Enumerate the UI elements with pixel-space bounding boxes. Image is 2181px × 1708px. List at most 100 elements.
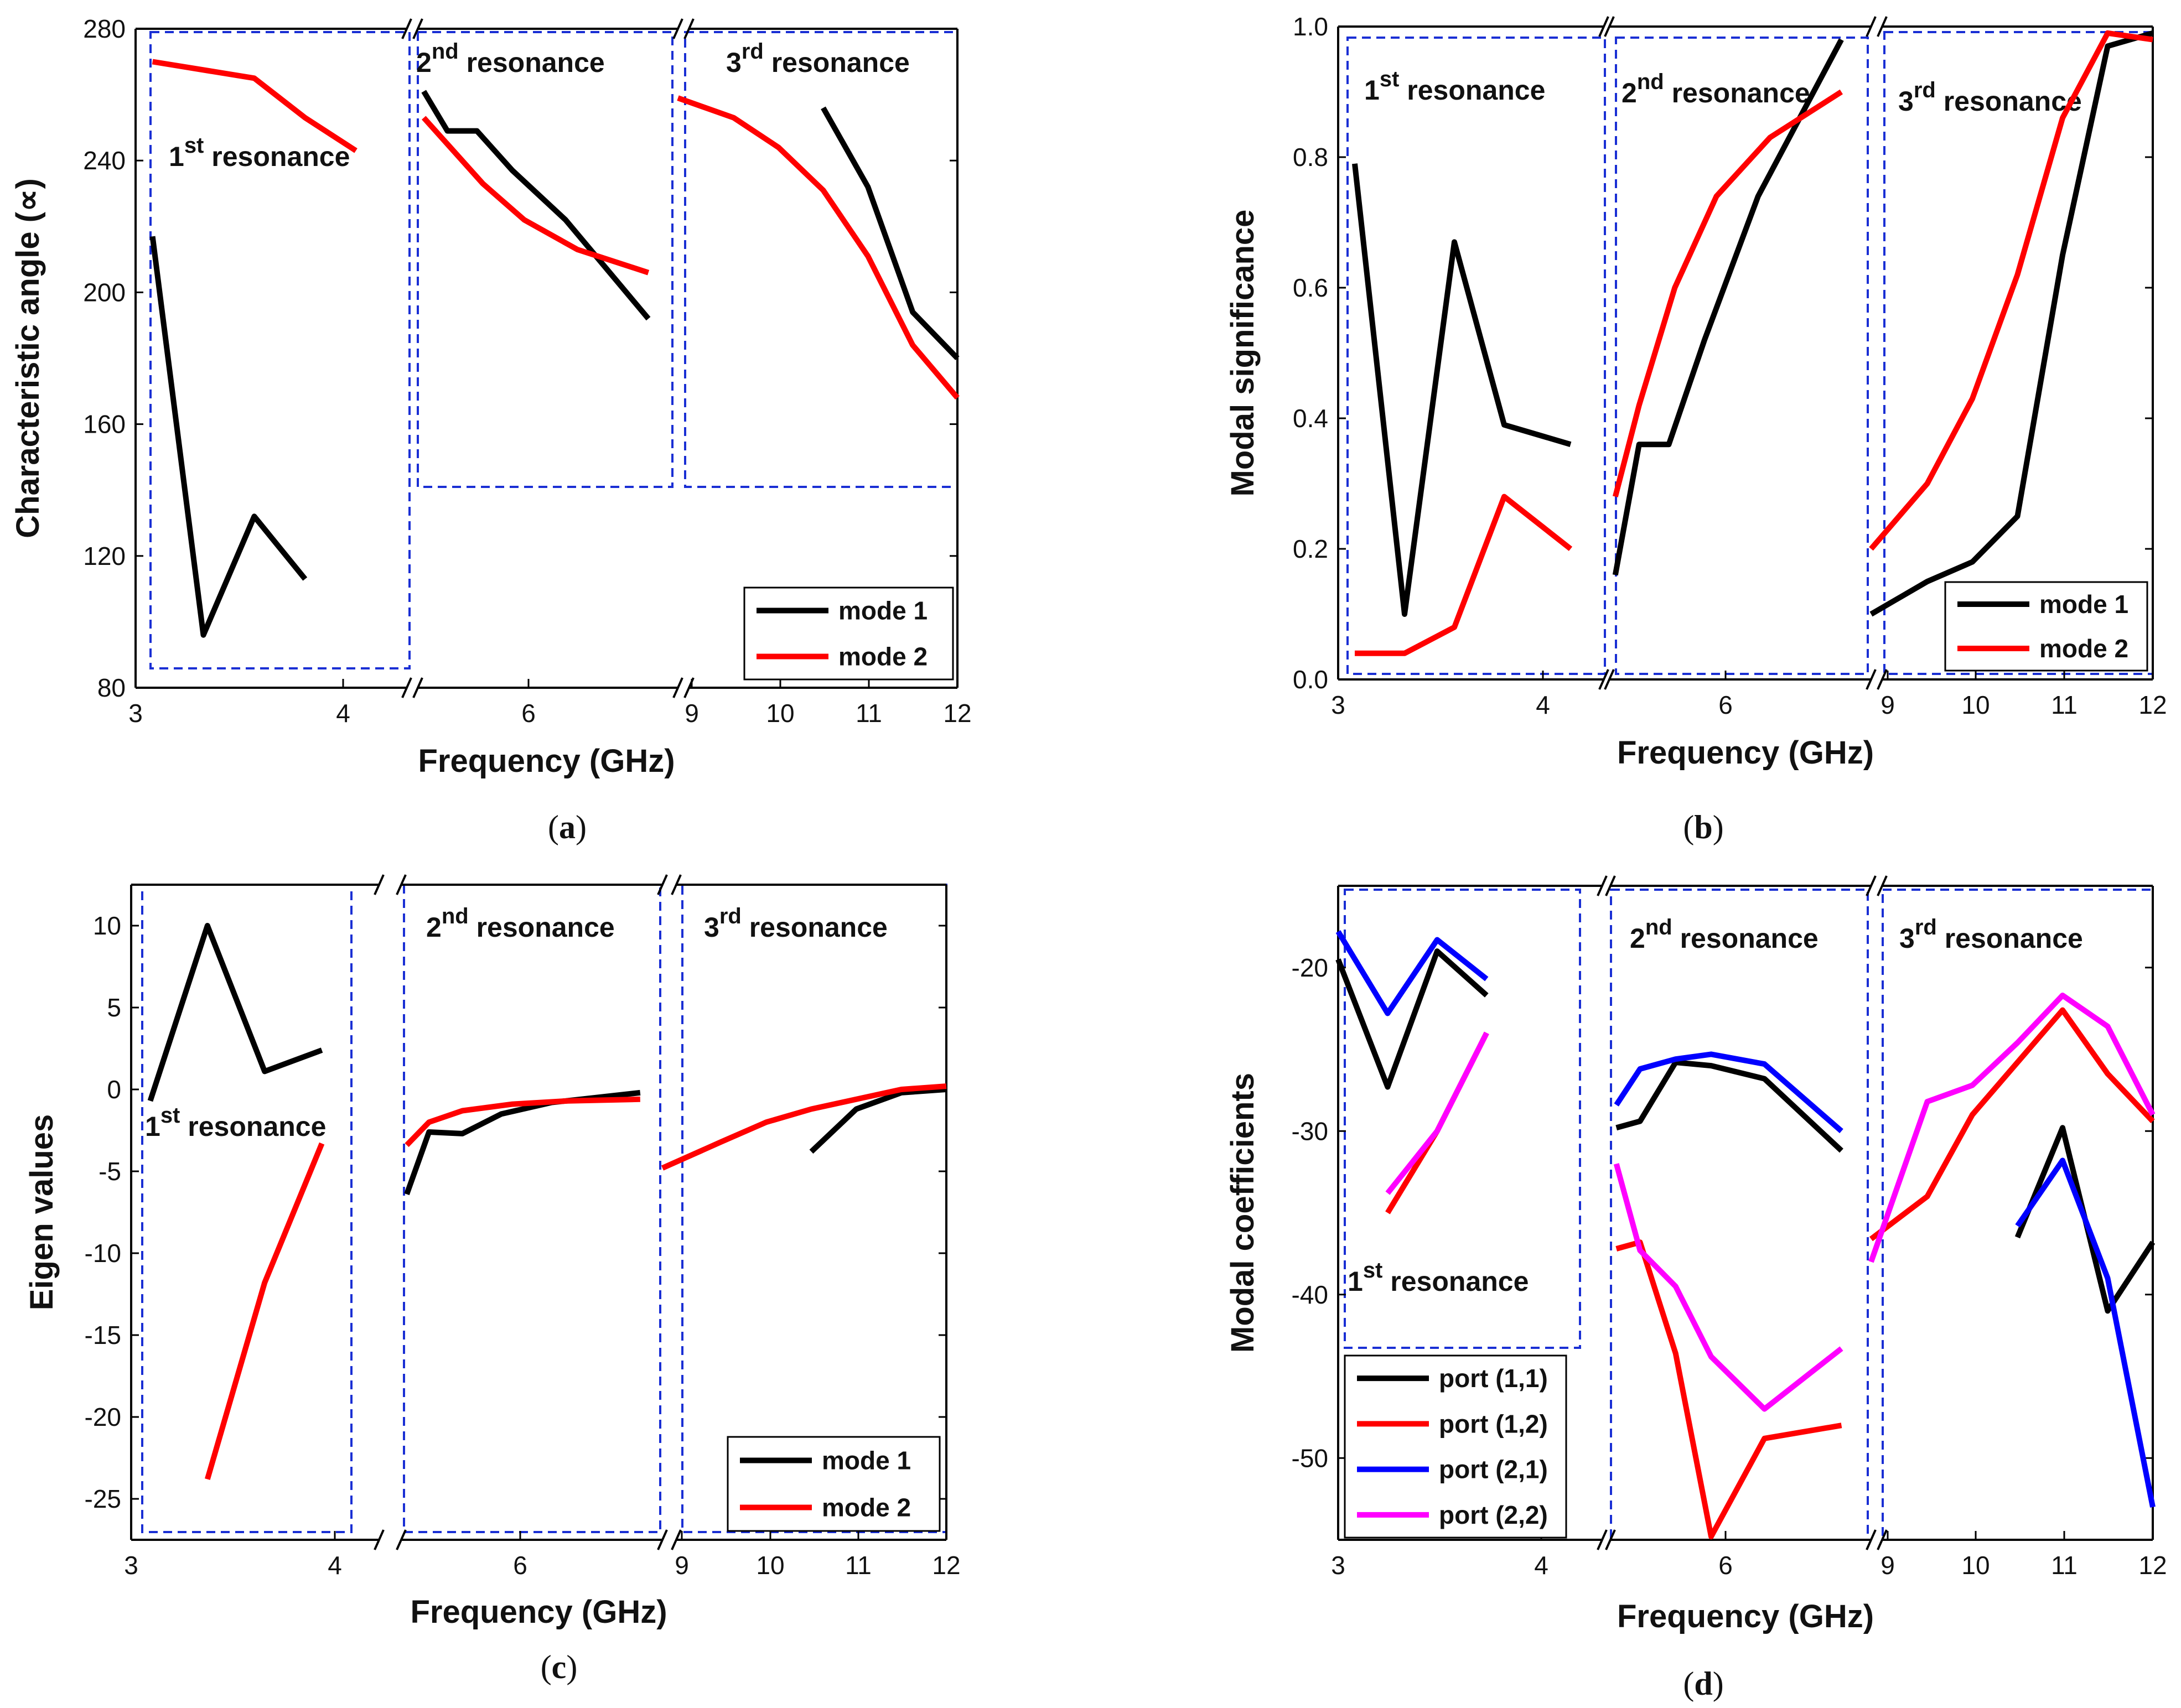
- x-tick-label: 4: [1534, 1551, 1548, 1580]
- series-line-mode-2: [1869, 30, 2153, 551]
- resonance-word: resonance: [469, 912, 615, 943]
- resonance-word: resonance: [1937, 923, 2083, 954]
- series-line-mode-2: [677, 95, 960, 400]
- resonance-box-2: [1615, 37, 1869, 675]
- axis-break-mark: [1866, 16, 1877, 37]
- y-tick-label: 0.6: [1293, 273, 1328, 302]
- resonance-word: resonance: [459, 47, 605, 78]
- x-tick-label: 9: [1880, 1551, 1895, 1580]
- legend-label: mode 1: [822, 1446, 911, 1475]
- resonance-box-1: [1346, 37, 1606, 675]
- legend-label: mode 1: [2039, 590, 2128, 619]
- resonance-ordinal-suffix: rd: [742, 39, 764, 64]
- x-tick-label: 9: [675, 1551, 689, 1580]
- series-line-mode-2: [204, 1142, 325, 1480]
- series-line-mode-1: [404, 1089, 641, 1196]
- axis-break-mark: [1605, 875, 1616, 896]
- series-line-mode-1: [821, 106, 960, 360]
- axis-break-mark: [1866, 669, 1877, 690]
- axis-break-mark: [683, 18, 695, 39]
- resonance-label-3: 3rd resonance: [726, 39, 910, 78]
- x-tick-label: 11: [856, 699, 882, 728]
- axis-break-mark: [1598, 669, 1609, 690]
- resonance-label-2: 2nd resonance: [1630, 915, 1819, 954]
- x-tick-label: 6: [1718, 691, 1733, 719]
- caption-a: (a): [548, 809, 587, 845]
- axis-break-mark: [657, 1529, 668, 1550]
- axis-break-mark: [1877, 16, 1888, 37]
- x-tick-label: 6: [521, 699, 536, 728]
- legend-label: port (2,2): [1439, 1501, 1548, 1529]
- x-tick-label: 9: [1880, 691, 1895, 719]
- y-tick-label: 120: [83, 542, 126, 570]
- legend-label: port (1,2): [1439, 1409, 1548, 1438]
- axis-break-mark: [671, 874, 682, 895]
- resonance-word: resonance: [1672, 923, 1819, 954]
- resonance-ordinal-suffix: nd: [1645, 915, 1672, 939]
- y-tick-label: 0.4: [1293, 404, 1328, 433]
- x-axis-label: Frequency (GHz): [1617, 735, 1874, 771]
- x-tick-label: 10: [756, 1551, 784, 1580]
- resonance-word: resonance: [204, 141, 350, 172]
- caption-d: (d): [1683, 1665, 1723, 1702]
- series-line-port-1-2: [1869, 1007, 2155, 1242]
- x-tick-label: 12: [2138, 1551, 2167, 1580]
- x-tick-label: 6: [513, 1551, 527, 1580]
- legend-label: mode 1: [838, 596, 928, 625]
- x-tick-label: 12: [932, 1551, 960, 1580]
- x-axis-label: Frequency (GHz): [1617, 1598, 1874, 1634]
- axis-break-mark: [1605, 1529, 1616, 1550]
- y-tick-label: -40: [1292, 1280, 1328, 1309]
- series-line-port-2-2: [1868, 993, 2156, 1263]
- axis-break-mark: [1604, 16, 1615, 37]
- axis-break-mark: [1866, 875, 1877, 896]
- y-tick-label: 80: [97, 673, 126, 702]
- axis-break-mark: [672, 677, 683, 698]
- x-tick-label: 3: [128, 699, 143, 728]
- resonance-word: resonance: [764, 47, 910, 78]
- y-tick-label: -50: [1292, 1444, 1328, 1472]
- series-line-mode-1: [421, 90, 651, 321]
- axis-break-mark: [401, 18, 412, 39]
- axis-break-mark: [401, 677, 412, 698]
- resonance-box-3: [681, 884, 947, 1533]
- x-tick-label: 3: [1331, 1551, 1345, 1580]
- resonance-word: resonance: [180, 1111, 326, 1142]
- y-tick-label: 10: [93, 911, 121, 940]
- series-line-mode-2: [152, 59, 358, 153]
- resonance-ordinal-suffix: rd: [719, 904, 742, 928]
- y-tick-label: -20: [85, 1403, 121, 1431]
- series-line-port-2-2: [1385, 1031, 1489, 1195]
- axis-break-mark: [1598, 16, 1609, 37]
- y-tick-label: 200: [83, 278, 126, 307]
- axis-break-mark: [1877, 669, 1888, 690]
- x-tick-label: 4: [336, 699, 350, 728]
- resonance-ordinal: 3: [704, 912, 719, 943]
- resonance-ordinal-suffix: rd: [1915, 915, 1937, 939]
- x-tick-label: 9: [685, 699, 699, 728]
- y-tick-label: 0: [107, 1075, 121, 1104]
- legend-box: [727, 1436, 941, 1532]
- y-tick-label: -20: [1292, 953, 1328, 982]
- resonance-box-1: [141, 884, 353, 1533]
- axis-break-mark: [1877, 875, 1888, 896]
- series-line-mode-1: [809, 1087, 947, 1154]
- series-line-port-1-1: [1335, 948, 1489, 1090]
- x-axis-label: Frequency (GHz): [418, 743, 675, 779]
- resonance-label-3: 3rd resonance: [1898, 78, 2082, 117]
- resonance-box-3: [1883, 31, 2154, 675]
- x-tick-label: 11: [2051, 1551, 2078, 1580]
- resonance-ordinal: 3: [1899, 923, 1915, 954]
- series-line-port-2-1: [2015, 1157, 2156, 1508]
- legend-box: [1944, 581, 2148, 672]
- legend-label: mode 2: [822, 1493, 911, 1522]
- series-line-mode-1: [149, 236, 308, 638]
- y-axis-label: Modal coefficients: [1225, 1073, 1261, 1353]
- axis-break-mark: [672, 18, 683, 39]
- resonance-ordinal-suffix: st: [184, 133, 204, 158]
